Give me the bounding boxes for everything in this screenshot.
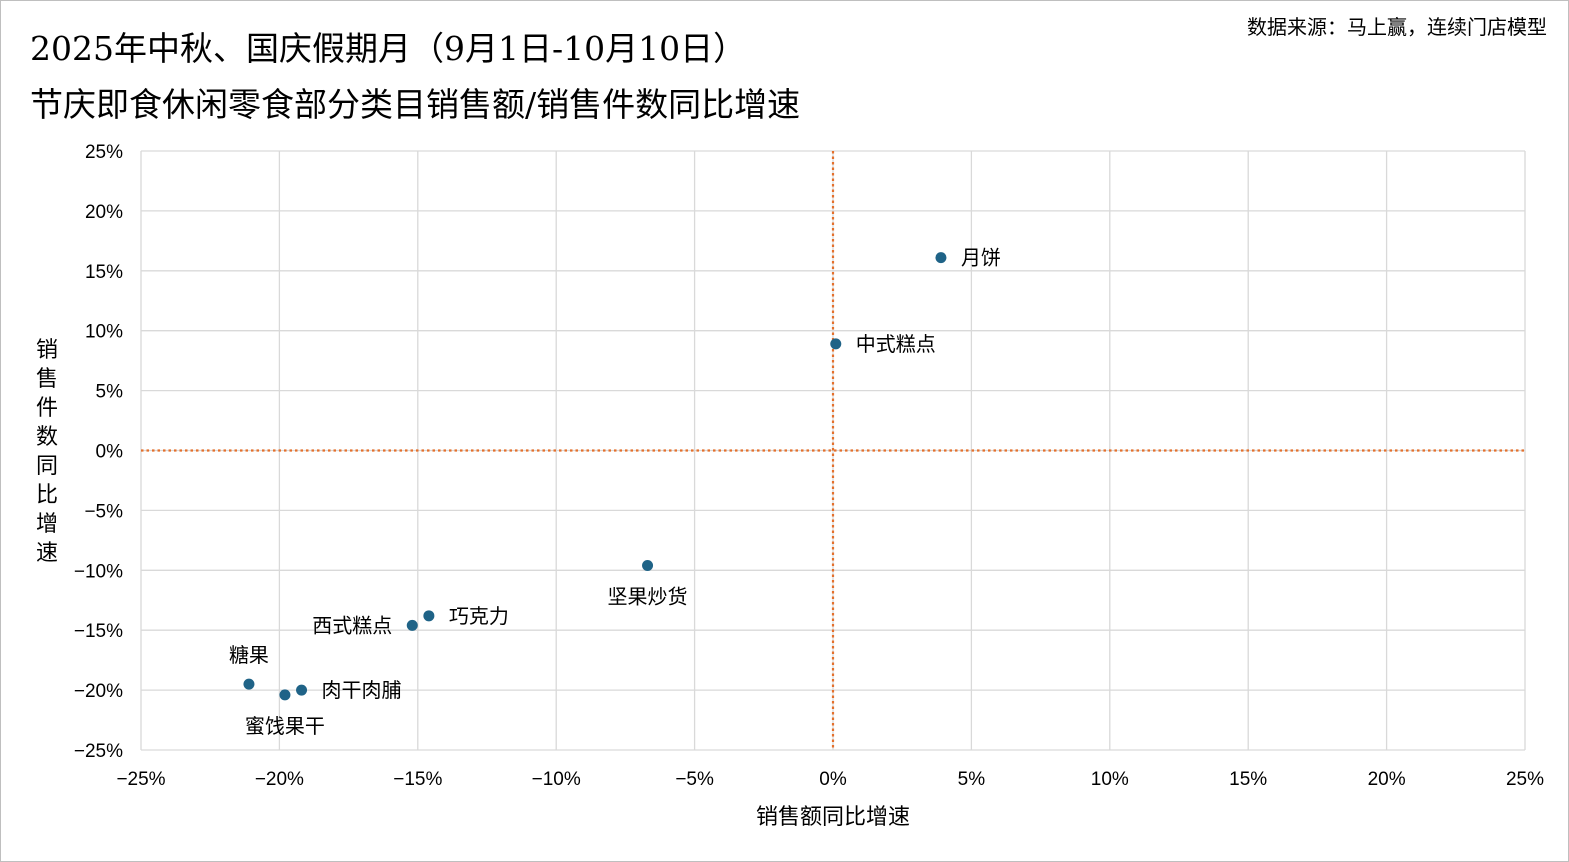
y-axis-title-char: 增 [36,512,58,537]
x-tick-label: 0% [819,769,847,790]
y-tick-label: −20% [74,681,123,702]
x-tick-label: 25% [1506,769,1544,790]
data-point [830,338,842,350]
x-tick-label: 10% [1091,769,1129,790]
tick-labels: −25% −20% −15% −10% −5% 0% 5% 10% 15% 20% 25% −25% −… [74,142,1544,790]
y-tick-label: 15% [85,262,123,283]
data-point [935,252,947,264]
data-point [423,610,435,622]
data-point [279,689,291,701]
data-label: 月饼 [961,246,1001,270]
y-axis-title-char: 比 [36,483,58,508]
y-axis-title-char: 速 [36,541,58,566]
data-label: 肉干肉脯 [322,678,402,702]
reference-lines [141,151,1525,750]
x-tick-label: 20% [1368,769,1406,790]
x-tick-label: −20% [255,769,304,790]
data-label: 巧克力 [449,604,509,628]
y-axis-title-char: 售 [36,367,58,392]
y-axis-title-char: 销 [36,338,58,363]
y-tick-label: −25% [74,741,123,762]
x-tick-label: −10% [532,769,581,790]
y-tick-label: 0% [96,442,124,463]
y-tick-label: 20% [85,202,123,223]
y-tick-label: 25% [85,142,123,163]
data-label: 糖果 [229,643,269,667]
x-tick-label: 5% [958,769,986,790]
data-label: 西式糕点 [312,613,392,637]
x-tick-label: 15% [1229,769,1267,790]
y-tick-label: −10% [74,561,123,582]
y-tick-label: 5% [96,382,124,403]
chart-title-line1: 2025年中秋、国庆假期月（9月1日-10月10日） [30,29,747,68]
data-label: 中式糕点 [856,332,936,356]
y-tick-label: 10% [85,322,123,343]
chart-title-line2: 节庆即食休闲零食部分类目销售额/销售件数同比增速 [30,85,801,124]
data-label: 蜜饯果干 [245,714,325,738]
data-point [243,678,255,690]
data-source-note: 数据来源：马上赢，连续门店模型 [1247,15,1547,39]
y-axis-title-char: 数 [36,425,58,450]
data-point [642,560,654,572]
y-axis-title-char: 件 [36,396,58,421]
data-point [406,619,418,631]
x-tick-label: −15% [393,769,442,790]
data-point [296,684,308,696]
y-axis-title: 销售件数同比增速 [36,338,58,566]
data-points [243,252,947,701]
y-tick-label: −5% [84,501,123,522]
data-label: 坚果炒货 [608,585,688,609]
x-tick-label: −5% [675,769,714,790]
x-tick-label: −25% [116,769,165,790]
y-axis-title-char: 同 [36,454,58,479]
x-axis-title: 销售额同比增速 [756,805,910,830]
y-tick-label: −15% [74,621,123,642]
